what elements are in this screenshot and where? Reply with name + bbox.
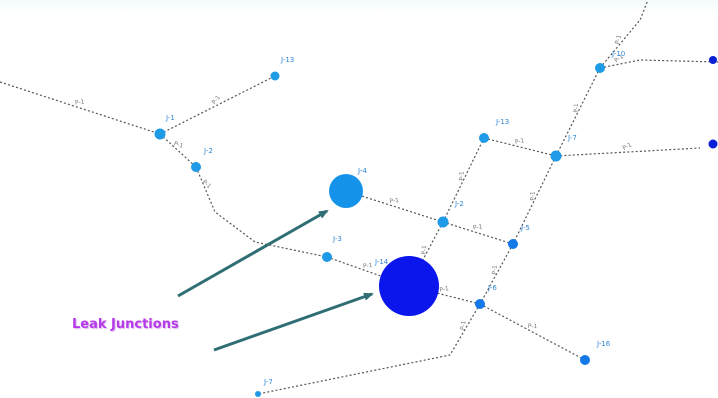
- pipe-label: P-1: [173, 140, 184, 150]
- pipe-label: P-1: [460, 320, 468, 330]
- pipe-segment: [442, 137, 485, 223]
- junction-label: J-1: [165, 114, 175, 122]
- junctions-layer: [154, 56, 718, 397]
- pipe-label: P-1: [614, 34, 623, 45]
- junction-node[interactable]: [322, 252, 332, 262]
- junction-labels-layer: J-13 J-1 J-2 J-4 J-3 J-14 J-2 J-13 J-7 J-5 J-6 J-16…: [165, 50, 625, 386]
- pipe-label: P-1: [613, 53, 625, 64]
- junction-node[interactable]: [437, 216, 449, 228]
- pipe-label: P-1: [491, 265, 499, 275]
- pipe-segment: [479, 303, 586, 361]
- pipe-segment: [599, 0, 649, 69]
- leak-pointer-arrow: [177, 209, 329, 298]
- pipe-segment: [257, 303, 481, 395]
- junction-label: J-4: [357, 167, 367, 175]
- junction-node[interactable]: [479, 133, 489, 143]
- leak-junction-node[interactable]: [379, 256, 439, 316]
- junction-label: J-6: [487, 284, 497, 292]
- pipe-segment: [512, 155, 557, 245]
- pipe-segment: [555, 147, 701, 157]
- pipe-segment: [479, 243, 514, 305]
- junction-node[interactable]: [709, 56, 717, 64]
- junction-node[interactable]: [550, 150, 562, 162]
- junction-node[interactable]: [154, 128, 166, 140]
- junction-node[interactable]: [270, 71, 280, 81]
- pipe-label: P-1: [389, 197, 399, 205]
- junction-label: J-7: [567, 134, 577, 142]
- junction-label: J-14: [374, 258, 389, 266]
- junction-node[interactable]: [475, 299, 485, 309]
- pipe-segment: [599, 59, 718, 69]
- pipe-label: P-1: [621, 141, 633, 152]
- junction-node[interactable]: [580, 355, 590, 365]
- leak-junction-node[interactable]: [329, 174, 363, 208]
- pipe-label: P-1: [529, 191, 536, 201]
- junction-node[interactable]: [508, 239, 518, 249]
- junction-label: J-10: [611, 50, 625, 58]
- pipe-label: P-1: [473, 223, 483, 231]
- pipe-segment: [159, 133, 197, 168]
- junction-label: J-2: [203, 147, 213, 155]
- junction-label: J-2: [454, 200, 464, 208]
- junction-node[interactable]: [595, 63, 605, 73]
- junction-label: J-16: [596, 340, 611, 348]
- pipe-labels-layer: P-1 P-1 P-1 P-1 P-1 P-1 P-1 P-1 P-1 P-1 P-1 P-1 P-1 P…: [75, 34, 634, 330]
- junction-label: J-7: [263, 378, 273, 386]
- junction-label: J-13: [495, 118, 509, 126]
- pipe-label: P-1: [514, 137, 525, 146]
- junction-node[interactable]: [191, 162, 201, 172]
- leak-junctions-label: Leak Junctions: [72, 317, 179, 332]
- pipe-label: P-1: [75, 98, 85, 106]
- pipe-label: P-1: [201, 179, 213, 191]
- junction-node[interactable]: [255, 391, 261, 397]
- pipe-label: P-1: [421, 245, 428, 255]
- pipe-label: P-1: [573, 103, 580, 113]
- pipe-segment: [0, 81, 161, 135]
- pipe-segment: [159, 75, 276, 135]
- pipe-label: P-1: [439, 285, 450, 294]
- junction-label: J-13: [280, 56, 294, 64]
- junction-node[interactable]: [708, 139, 718, 149]
- pipe-label: P-1: [363, 262, 373, 270]
- pipe-segment: [195, 166, 328, 258]
- junction-label: J-3: [332, 235, 342, 243]
- pipe-label: P-1: [528, 323, 538, 331]
- pipe-label: P-1: [458, 171, 465, 181]
- junction-label: J-5: [520, 224, 530, 232]
- leak-pointer-arrow: [213, 292, 374, 352]
- pipe-label: P-1: [211, 94, 222, 106]
- annotation-arrows: [177, 209, 374, 352]
